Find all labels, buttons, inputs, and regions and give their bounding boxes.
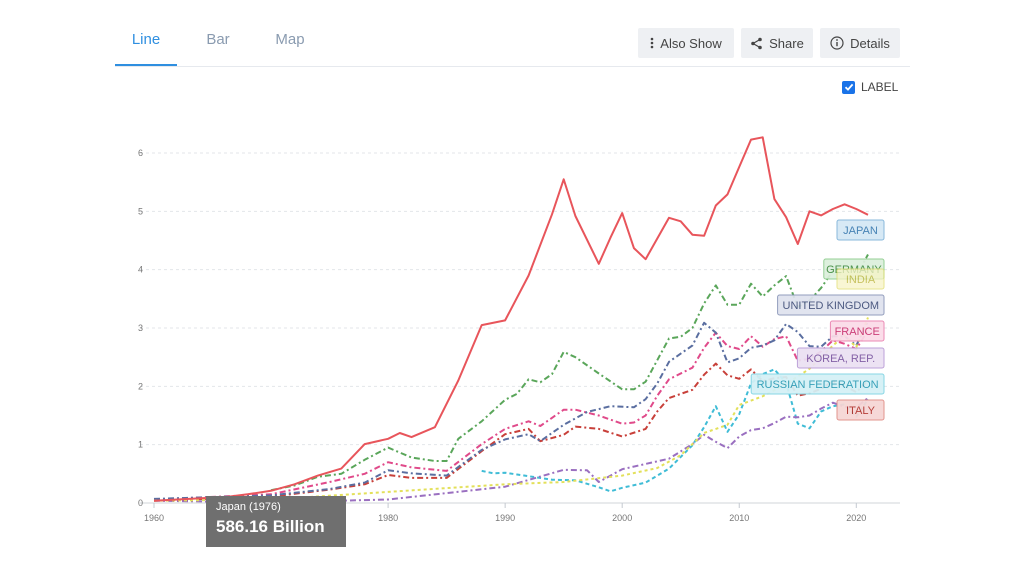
series-label-india: INDIA [836, 268, 885, 290]
tooltip-value: 586.16 Billion [216, 517, 325, 536]
y-tick-label: 2 [138, 381, 143, 391]
share-label: Share [769, 35, 804, 51]
series-label-italy: ITALY [836, 399, 885, 421]
series-label-france: FRANCE [829, 320, 885, 342]
series-label-text: ITALY [846, 405, 876, 417]
series-line-germany [270, 254, 869, 492]
series-label-text: FRANCE [835, 326, 880, 338]
series-label-germany: GERMANY [823, 258, 885, 280]
also-show-label: Also Show [660, 35, 722, 51]
x-tick-label: 2000 [612, 513, 632, 523]
series-label-text: RUSSIAN FEDERATION [757, 379, 879, 391]
x-tick-label: 2010 [729, 513, 749, 523]
also-show-button[interactable]: Also Show [638, 28, 734, 58]
tab-line[interactable]: Line [115, 28, 177, 66]
series-line-russian-federation [481, 368, 869, 493]
share-icon [750, 37, 763, 50]
series-label-japan: JAPAN [836, 219, 885, 241]
series-label-text: JAPAN [843, 225, 878, 237]
tab-map[interactable]: Map [275, 31, 305, 48]
tab-divider [115, 66, 910, 67]
vertical-dots-icon [650, 37, 654, 49]
x-tick-label: 1960 [144, 513, 164, 523]
series-line-united-kingdom [153, 320, 869, 500]
tooltip-title: Japan (1976) [216, 501, 281, 513]
series-label-text: UNITED KINGDOM [783, 300, 880, 312]
series-line-india [153, 317, 869, 502]
share-button[interactable]: Share [741, 28, 813, 58]
checkbox-checked-icon[interactable] [842, 80, 855, 94]
hover-tooltip: Japan (1976) 586.16 Billion [206, 496, 346, 547]
x-tick-label: 1990 [495, 513, 515, 523]
series-label-text: INDIA [846, 274, 876, 286]
series-line-japan [153, 136, 869, 502]
y-tick-label: 5 [138, 206, 143, 216]
y-tick-label: 3 [138, 323, 143, 333]
details-button[interactable]: Details [820, 28, 900, 58]
series-label-united-kingdom: UNITED KINGDOM [777, 294, 885, 316]
series-line-korea-rep [153, 397, 869, 504]
y-tick-label: 1 [138, 440, 143, 450]
y-tick-label: 6 [138, 148, 143, 158]
series-label-russian-federation: RUSSIAN FEDERATION [750, 373, 885, 395]
y-tick-label: 0 [138, 498, 143, 508]
details-label: Details [850, 35, 890, 51]
series-label-text: GERMANY [826, 264, 882, 276]
tab-bar[interactable]: Bar [206, 31, 230, 48]
view-tabs: Line Bar Map [115, 28, 331, 66]
y-tick-label: 4 [138, 265, 143, 275]
x-tick-label: 2020 [846, 513, 866, 523]
info-icon [830, 36, 844, 50]
label-toggle-text: LABEL [861, 80, 899, 94]
x-tick-label: 1980 [378, 513, 398, 523]
series-line-italy [153, 362, 869, 502]
series-line-france [153, 329, 869, 501]
series-label-text: KOREA, REP. [806, 353, 875, 365]
series-label-korea-rep: KOREA, REP. [796, 347, 885, 369]
label-toggle[interactable]: LABEL [842, 80, 898, 94]
